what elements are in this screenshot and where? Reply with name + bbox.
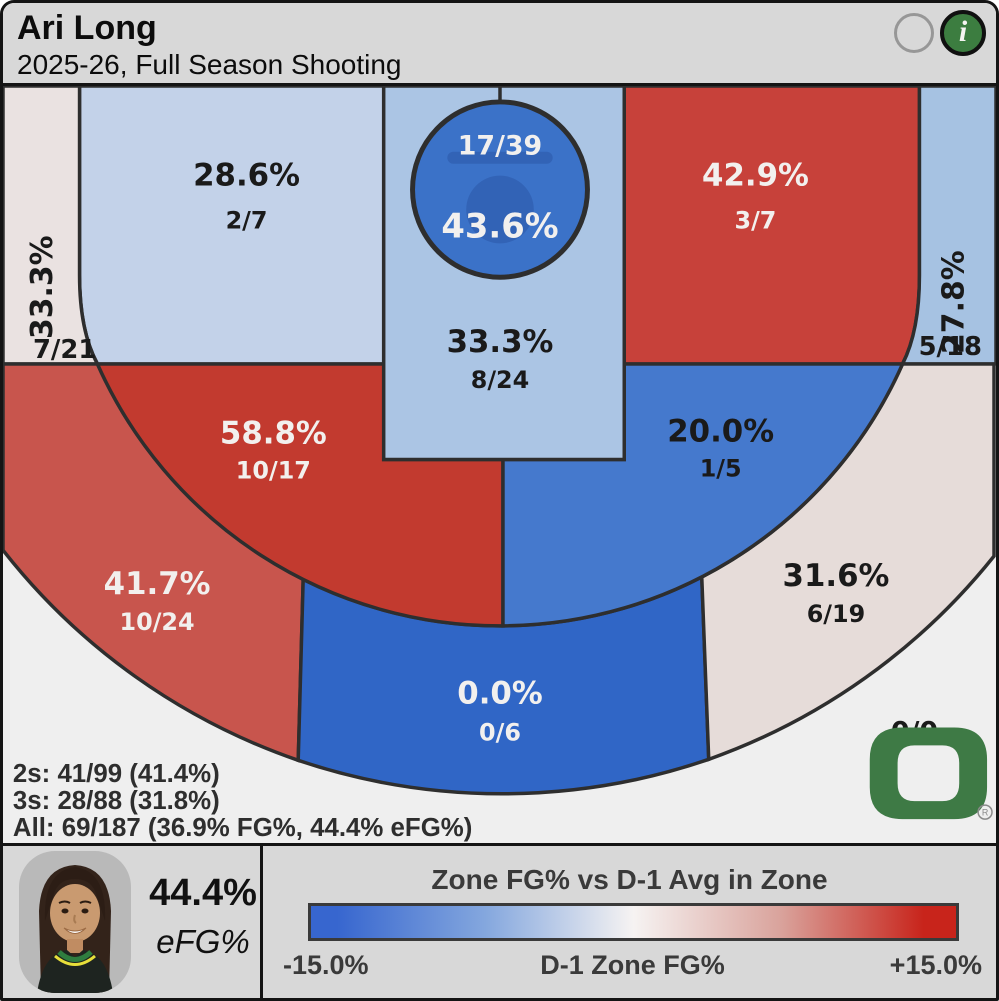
oregon-logo: R [869, 727, 993, 820]
player-photo [19, 851, 131, 993]
legend-mid-label: D-1 Zone FG% [540, 950, 725, 980]
right-wing-mid-pct: 20.0% [667, 414, 774, 450]
right-baseline-mid-fraction: 3/7 [734, 206, 776, 234]
zone-left-corner-3 [3, 86, 101, 366]
oregon-o [869, 727, 988, 820]
right-wing-3-fraction: 6/19 [807, 600, 866, 628]
player-photo-svg [19, 851, 131, 993]
summary-all: All: 69/187 (36.9% FG%, 44.4% eFG%) [13, 814, 472, 842]
top-3-pct: 0.0% [457, 676, 542, 712]
zone-right-wing-midrange [501, 362, 906, 628]
info-icon: i [958, 14, 968, 48]
trademark-circle [977, 804, 993, 820]
rim-pct: 43.6% [441, 206, 558, 245]
legend-title: Zone FG% vs D-1 Avg in Zone [431, 864, 828, 895]
left-wing-mid-pct: 58.8% [220, 416, 327, 452]
summary-2s: 2s: 41/99 (41.4%) [13, 760, 220, 788]
footer-divider [260, 846, 263, 998]
top-3-fraction: 0/6 [479, 718, 521, 746]
left-corner-3-pct: 33.3% [25, 235, 60, 339]
shot-chart: 0/0 R 17/39 43.6% 28.6% 2/7 42.9% 3/7 33… [3, 86, 996, 843]
legend-min-label: -15.0% [283, 950, 369, 980]
header: Ari Long 2025-26, Full Season Shooting i [3, 3, 996, 86]
court-svg: 0/0 R 17/39 43.6% 28.6% 2/7 42.9% 3/7 33… [3, 86, 996, 843]
basket-icon [447, 151, 553, 244]
right-wing-3-pct: 31.6% [783, 558, 890, 594]
zone-left-wing-midrange [94, 362, 505, 628]
color-legend: Zone FG% vs D-1 Avg in Zone -15.0% D-1 Z… [263, 846, 996, 998]
left-corner-3-fraction: 7/21 [33, 335, 96, 365]
paint-fraction: 8/24 [471, 366, 530, 394]
left-wing-mid-fraction: 10/17 [236, 456, 311, 484]
zone-right-corner-3 [899, 86, 996, 366]
left-baseline-mid-fraction: 2/7 [226, 206, 268, 234]
right-corner-3-fraction: 5/18 [919, 332, 982, 362]
player-name: Ari Long [17, 9, 157, 47]
left-wing-3-pct: 41.7% [104, 566, 211, 602]
legend-gradient-bar [308, 903, 959, 941]
toggle-circle-button[interactable] [894, 13, 934, 53]
footer: 44.4% eFG% Zone FG% vs D-1 Avg in Zone -… [3, 843, 996, 998]
chart-subtitle: 2025-26, Full Season Shooting [17, 49, 402, 80]
left-baseline-mid-pct: 28.6% [193, 158, 300, 194]
paint-pct: 33.3% [447, 324, 554, 360]
rim-fraction: 17/39 [458, 131, 542, 162]
right-corner-3-pct: 27.8% [937, 250, 972, 354]
left-wing-3-fraction: 10/24 [120, 608, 195, 636]
info-button[interactable]: i [940, 10, 986, 56]
summary-3s: 3s: 28/88 (31.8%) [13, 787, 220, 815]
efg-summary: 44.4% eFG% [143, 872, 263, 961]
efg-label: eFG% [156, 923, 250, 960]
right-baseline-mid-pct: 42.9% [702, 158, 809, 194]
legend-max-label: +15.0% [889, 950, 982, 980]
trademark-r: R [982, 808, 989, 818]
legend-labels: -15.0% D-1 Zone FG% +15.0% [283, 950, 982, 980]
efg-value: 44.4% [149, 872, 257, 914]
right-wing-mid-fraction: 1/5 [700, 454, 742, 482]
